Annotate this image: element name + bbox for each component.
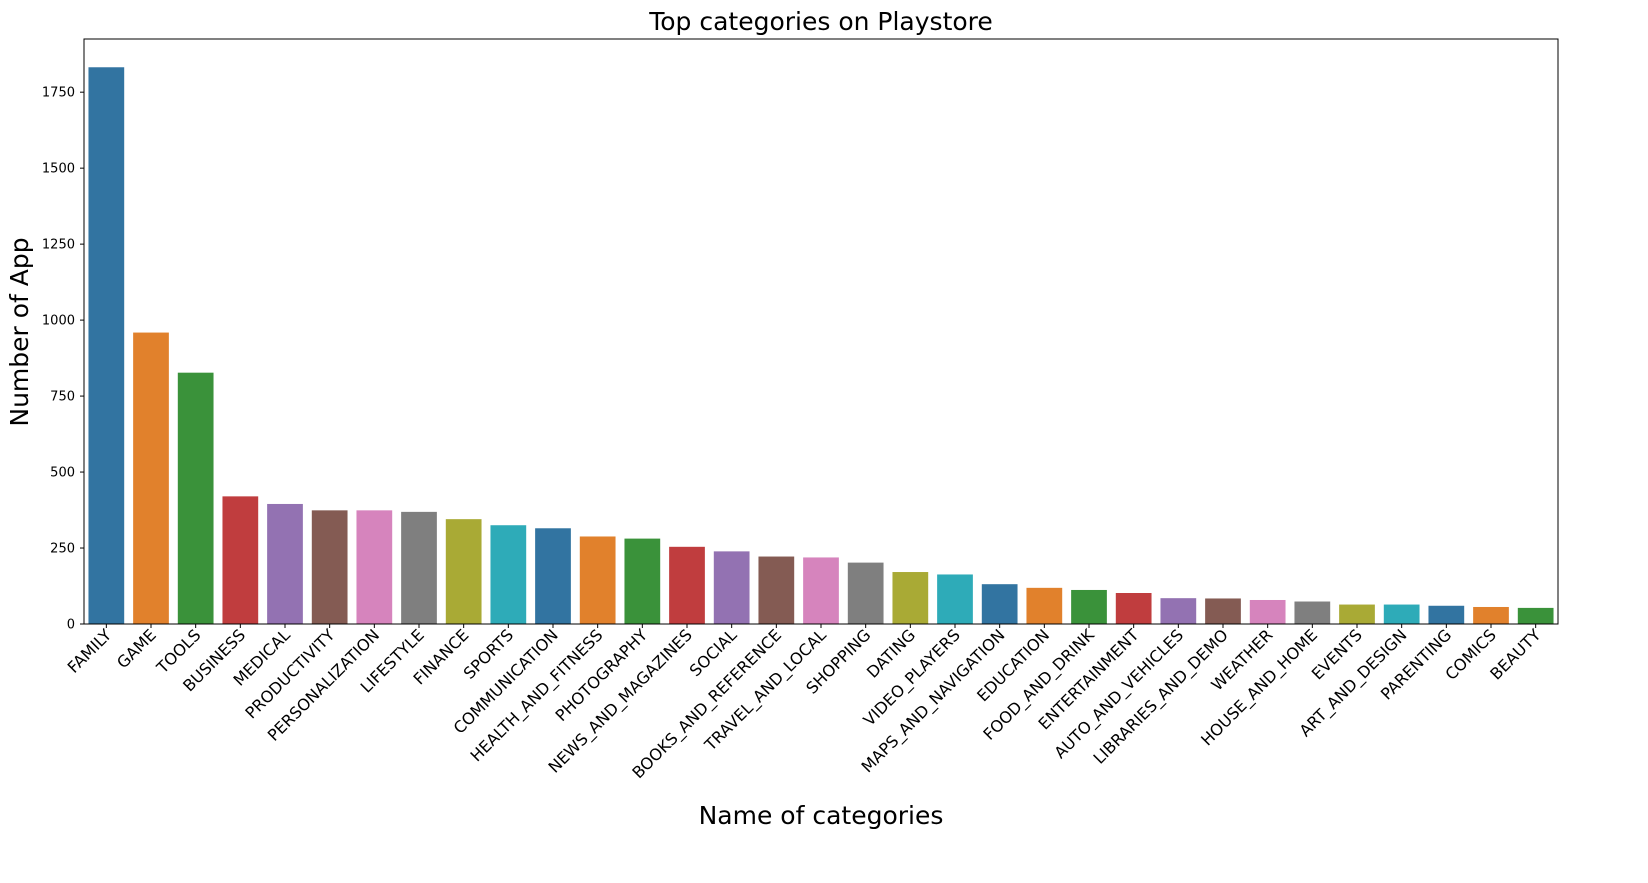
x-axis-label: Name of categories: [699, 801, 944, 830]
bars-layer: [88, 67, 1554, 625]
bar-auto-and-vehicles: [1160, 598, 1197, 624]
bar-art-and-design: [1383, 604, 1420, 624]
bar-lifestyle: [401, 511, 437, 624]
bar-health-and-fitness: [579, 536, 616, 624]
y-tick-label: 1250: [42, 238, 75, 253]
bar-dating: [892, 572, 929, 624]
bar-weather: [1249, 599, 1286, 624]
bar-events: [1339, 604, 1375, 624]
bar-game: [133, 332, 169, 624]
y-axis-label: Number of App: [5, 237, 34, 426]
bar-photography: [624, 538, 661, 624]
y-tick-label: 1000: [42, 314, 75, 329]
bar-parenting: [1428, 605, 1465, 624]
bar-personalization: [356, 510, 393, 624]
plot-frame: [83, 38, 1559, 625]
bar-tools: [177, 372, 214, 624]
y-axis: 0 250 500 750 1000 1250 1500 1750: [42, 86, 84, 633]
x-tick-label: GAME: [113, 625, 160, 672]
y-tick-label: 250: [50, 542, 75, 557]
bar-social: [713, 551, 750, 624]
bar-maps-and-navigation: [981, 584, 1018, 624]
bar-shopping: [847, 562, 884, 624]
bar-house-and-home: [1294, 601, 1331, 624]
bar-beauty: [1517, 607, 1554, 624]
bar-news-and-magazines: [669, 546, 705, 624]
bar-productivity: [311, 510, 348, 624]
bar-entertainment: [1115, 593, 1152, 624]
x-axis: FAMILYGAMETOOLSBUSINESSMEDICALPRODUCTIVI…: [64, 624, 1545, 783]
bar-comics: [1473, 606, 1509, 624]
y-tick-label: 0: [67, 618, 75, 633]
bar-education: [1026, 587, 1063, 624]
bar-business: [222, 496, 259, 624]
bar-libraries-and-demo: [1205, 598, 1241, 624]
y-tick-label: 750: [50, 390, 75, 405]
y-tick-label: 1500: [42, 162, 75, 177]
bar-food-and-drink: [1071, 589, 1107, 624]
bar-finance: [445, 519, 482, 624]
bar-sports: [490, 525, 527, 624]
bar-communication: [535, 528, 571, 624]
bar-books-and-reference: [758, 556, 795, 624]
chart-title: Top categories on Playstore: [648, 7, 993, 36]
bar-video-players: [937, 574, 973, 624]
x-tick-label: FAMILY: [64, 625, 116, 677]
bar-travel-and-local: [803, 557, 839, 624]
y-tick-label: 500: [50, 466, 75, 481]
bar-medical: [267, 503, 303, 624]
y-tick-label: 1750: [42, 86, 75, 101]
bar-family: [88, 67, 125, 625]
x-tick-label: BEAUTY: [1486, 625, 1544, 683]
